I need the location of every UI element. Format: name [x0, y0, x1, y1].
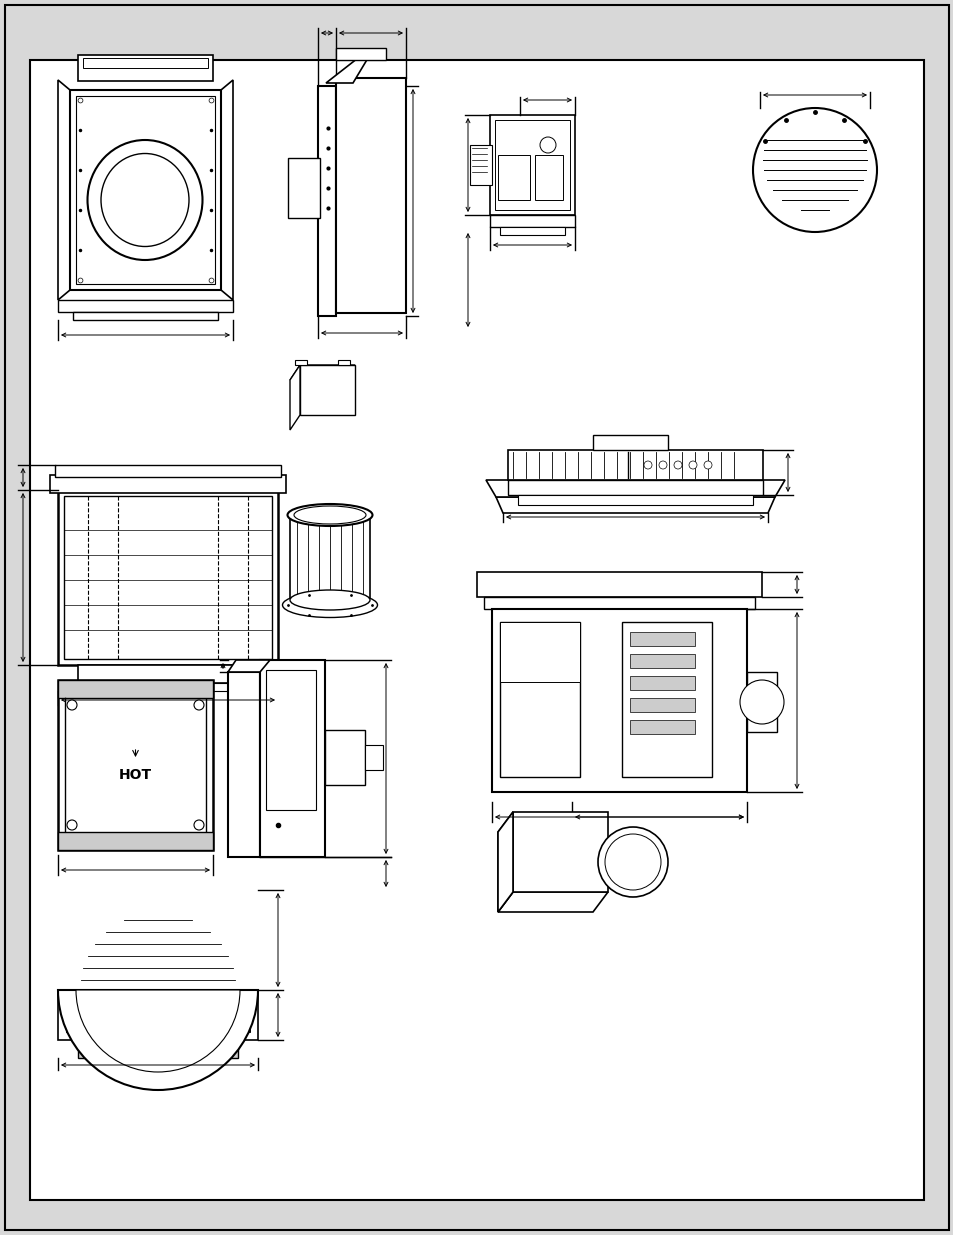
Bar — [58, 490, 277, 664]
Bar — [499, 622, 579, 682]
Bar — [335, 48, 386, 61]
Ellipse shape — [294, 506, 366, 524]
Ellipse shape — [88, 140, 202, 261]
Circle shape — [703, 461, 711, 469]
Bar — [593, 435, 667, 450]
Wedge shape — [76, 990, 240, 1072]
Bar — [78, 664, 257, 683]
Circle shape — [688, 461, 697, 469]
Polygon shape — [326, 58, 368, 83]
Circle shape — [659, 461, 666, 469]
Circle shape — [604, 834, 660, 890]
Bar — [492, 609, 746, 792]
Bar — [83, 58, 208, 68]
Polygon shape — [290, 366, 299, 430]
Circle shape — [67, 700, 77, 710]
Circle shape — [539, 137, 556, 153]
Circle shape — [67, 820, 77, 830]
Wedge shape — [58, 990, 257, 1091]
Circle shape — [673, 461, 681, 469]
Bar — [78, 56, 213, 82]
Circle shape — [740, 680, 783, 724]
Text: HOT: HOT — [119, 768, 152, 782]
Bar — [58, 990, 257, 1040]
Polygon shape — [221, 80, 233, 300]
Bar — [325, 730, 365, 785]
Bar — [64, 496, 272, 659]
Bar — [629, 698, 695, 713]
Bar — [294, 359, 307, 366]
Circle shape — [598, 827, 667, 897]
Bar — [517, 495, 752, 505]
Bar — [629, 720, 695, 734]
Bar — [497, 156, 530, 200]
Bar — [288, 158, 319, 219]
Bar — [65, 687, 206, 844]
Bar — [260, 659, 325, 857]
Bar — [629, 676, 695, 690]
Bar — [476, 572, 761, 597]
Bar — [629, 632, 695, 646]
Bar — [50, 475, 286, 493]
Polygon shape — [58, 80, 70, 300]
Polygon shape — [485, 480, 784, 496]
Bar — [535, 156, 562, 200]
Bar — [58, 680, 213, 698]
Bar — [470, 144, 492, 185]
Polygon shape — [299, 366, 355, 415]
Polygon shape — [497, 811, 513, 911]
Ellipse shape — [287, 504, 372, 526]
Polygon shape — [496, 496, 774, 513]
Bar — [507, 480, 762, 495]
Circle shape — [193, 820, 204, 830]
Bar — [605, 837, 636, 887]
Bar — [507, 450, 762, 480]
Bar — [66, 995, 250, 1032]
Bar — [55, 466, 281, 477]
Ellipse shape — [282, 593, 377, 618]
Bar — [499, 227, 564, 235]
Bar — [228, 672, 260, 857]
Ellipse shape — [101, 153, 189, 247]
Bar — [337, 359, 350, 366]
Bar — [495, 120, 569, 210]
Circle shape — [752, 107, 876, 232]
Bar — [73, 312, 218, 320]
Bar — [76, 96, 214, 284]
Bar — [70, 90, 221, 290]
Bar — [58, 300, 233, 312]
Bar — [73, 683, 263, 692]
Bar — [490, 215, 575, 227]
Bar — [629, 655, 695, 668]
Circle shape — [643, 461, 651, 469]
Polygon shape — [497, 811, 513, 911]
Polygon shape — [228, 659, 270, 672]
Bar — [335, 78, 406, 312]
Bar — [78, 1040, 237, 1058]
Bar — [483, 597, 754, 609]
Circle shape — [193, 700, 204, 710]
Polygon shape — [513, 811, 607, 892]
Polygon shape — [497, 892, 607, 911]
Polygon shape — [290, 366, 355, 380]
Bar — [58, 832, 213, 850]
Bar — [266, 671, 315, 810]
Bar — [58, 680, 213, 850]
Bar — [317, 86, 335, 316]
Ellipse shape — [290, 590, 370, 610]
Bar — [365, 745, 382, 769]
Bar — [490, 115, 575, 215]
Bar — [499, 622, 579, 777]
Bar — [621, 622, 711, 777]
Bar — [746, 672, 776, 732]
